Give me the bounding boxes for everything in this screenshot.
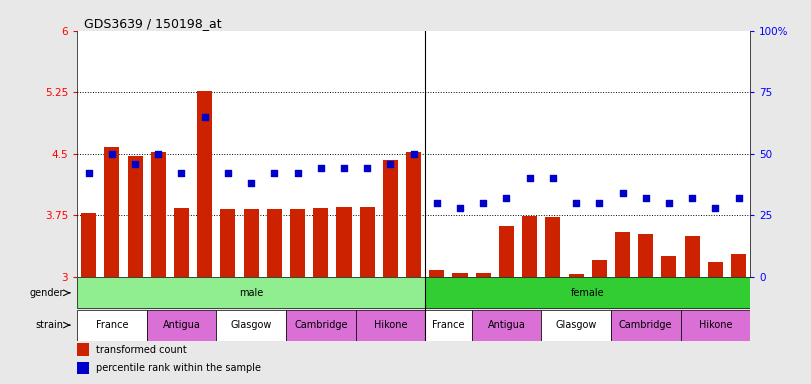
- Bar: [472, 310, 541, 341]
- Bar: [151, 152, 165, 277]
- Bar: [359, 207, 375, 277]
- Bar: [708, 262, 723, 277]
- Text: gender: gender: [29, 288, 63, 298]
- Text: Cambridge: Cambridge: [619, 320, 672, 330]
- Bar: [221, 210, 235, 277]
- Bar: [77, 343, 89, 356]
- Point: [500, 195, 513, 201]
- Point: [453, 205, 466, 211]
- Point: [593, 200, 606, 206]
- Bar: [197, 91, 212, 277]
- Bar: [522, 216, 537, 277]
- Bar: [127, 156, 143, 277]
- Point: [709, 205, 722, 211]
- Bar: [429, 270, 444, 277]
- Bar: [499, 226, 514, 277]
- Point: [523, 175, 536, 181]
- Bar: [217, 310, 286, 341]
- Bar: [355, 310, 425, 341]
- Bar: [406, 152, 421, 277]
- Point: [152, 151, 165, 157]
- Point: [221, 170, 234, 177]
- Bar: [611, 310, 680, 341]
- Point: [198, 114, 211, 120]
- Text: transformed count: transformed count: [96, 344, 187, 354]
- Bar: [680, 310, 750, 341]
- Text: Antigua: Antigua: [487, 320, 526, 330]
- Point: [175, 170, 188, 177]
- Bar: [425, 310, 472, 341]
- Text: strain: strain: [36, 320, 63, 330]
- Point: [361, 166, 374, 172]
- Point: [477, 200, 490, 206]
- Text: GDS3639 / 150198_at: GDS3639 / 150198_at: [84, 17, 221, 30]
- Point: [105, 151, 118, 157]
- Text: Glasgow: Glasgow: [230, 320, 272, 330]
- Bar: [638, 234, 654, 277]
- Bar: [174, 208, 189, 277]
- Point: [315, 166, 328, 172]
- Bar: [286, 310, 355, 341]
- Point: [639, 195, 652, 201]
- Bar: [731, 254, 746, 277]
- Point: [616, 190, 629, 196]
- Text: France: France: [432, 320, 465, 330]
- Bar: [290, 210, 305, 277]
- Bar: [77, 362, 89, 374]
- Text: Glasgow: Glasgow: [556, 320, 597, 330]
- Point: [569, 200, 582, 206]
- Bar: [105, 147, 119, 277]
- Bar: [476, 273, 491, 277]
- Bar: [81, 213, 97, 277]
- Bar: [662, 256, 676, 277]
- Bar: [541, 310, 611, 341]
- Bar: [569, 274, 584, 277]
- Point: [268, 170, 281, 177]
- Point: [337, 166, 350, 172]
- Bar: [453, 273, 468, 277]
- Point: [245, 180, 258, 186]
- Point: [407, 151, 420, 157]
- Bar: [425, 277, 750, 308]
- Point: [129, 161, 142, 167]
- Bar: [77, 310, 147, 341]
- Bar: [243, 209, 259, 277]
- Bar: [267, 210, 282, 277]
- Bar: [313, 208, 328, 277]
- Bar: [545, 217, 560, 277]
- Point: [663, 200, 676, 206]
- Text: female: female: [571, 288, 604, 298]
- Text: Hikone: Hikone: [374, 320, 407, 330]
- Text: Cambridge: Cambridge: [294, 320, 348, 330]
- Text: France: France: [96, 320, 128, 330]
- Bar: [615, 232, 630, 277]
- Point: [291, 170, 304, 177]
- Point: [732, 195, 745, 201]
- Bar: [383, 160, 398, 277]
- Point: [82, 170, 95, 177]
- Bar: [147, 310, 217, 341]
- Point: [431, 200, 444, 206]
- Bar: [77, 277, 425, 308]
- Bar: [592, 260, 607, 277]
- Text: Hikone: Hikone: [698, 320, 732, 330]
- Point: [685, 195, 698, 201]
- Bar: [337, 207, 351, 277]
- Text: Antigua: Antigua: [162, 320, 200, 330]
- Bar: [684, 236, 700, 277]
- Text: percentile rank within the sample: percentile rank within the sample: [96, 363, 261, 373]
- Point: [547, 175, 560, 181]
- Point: [384, 161, 397, 167]
- Text: male: male: [239, 288, 264, 298]
